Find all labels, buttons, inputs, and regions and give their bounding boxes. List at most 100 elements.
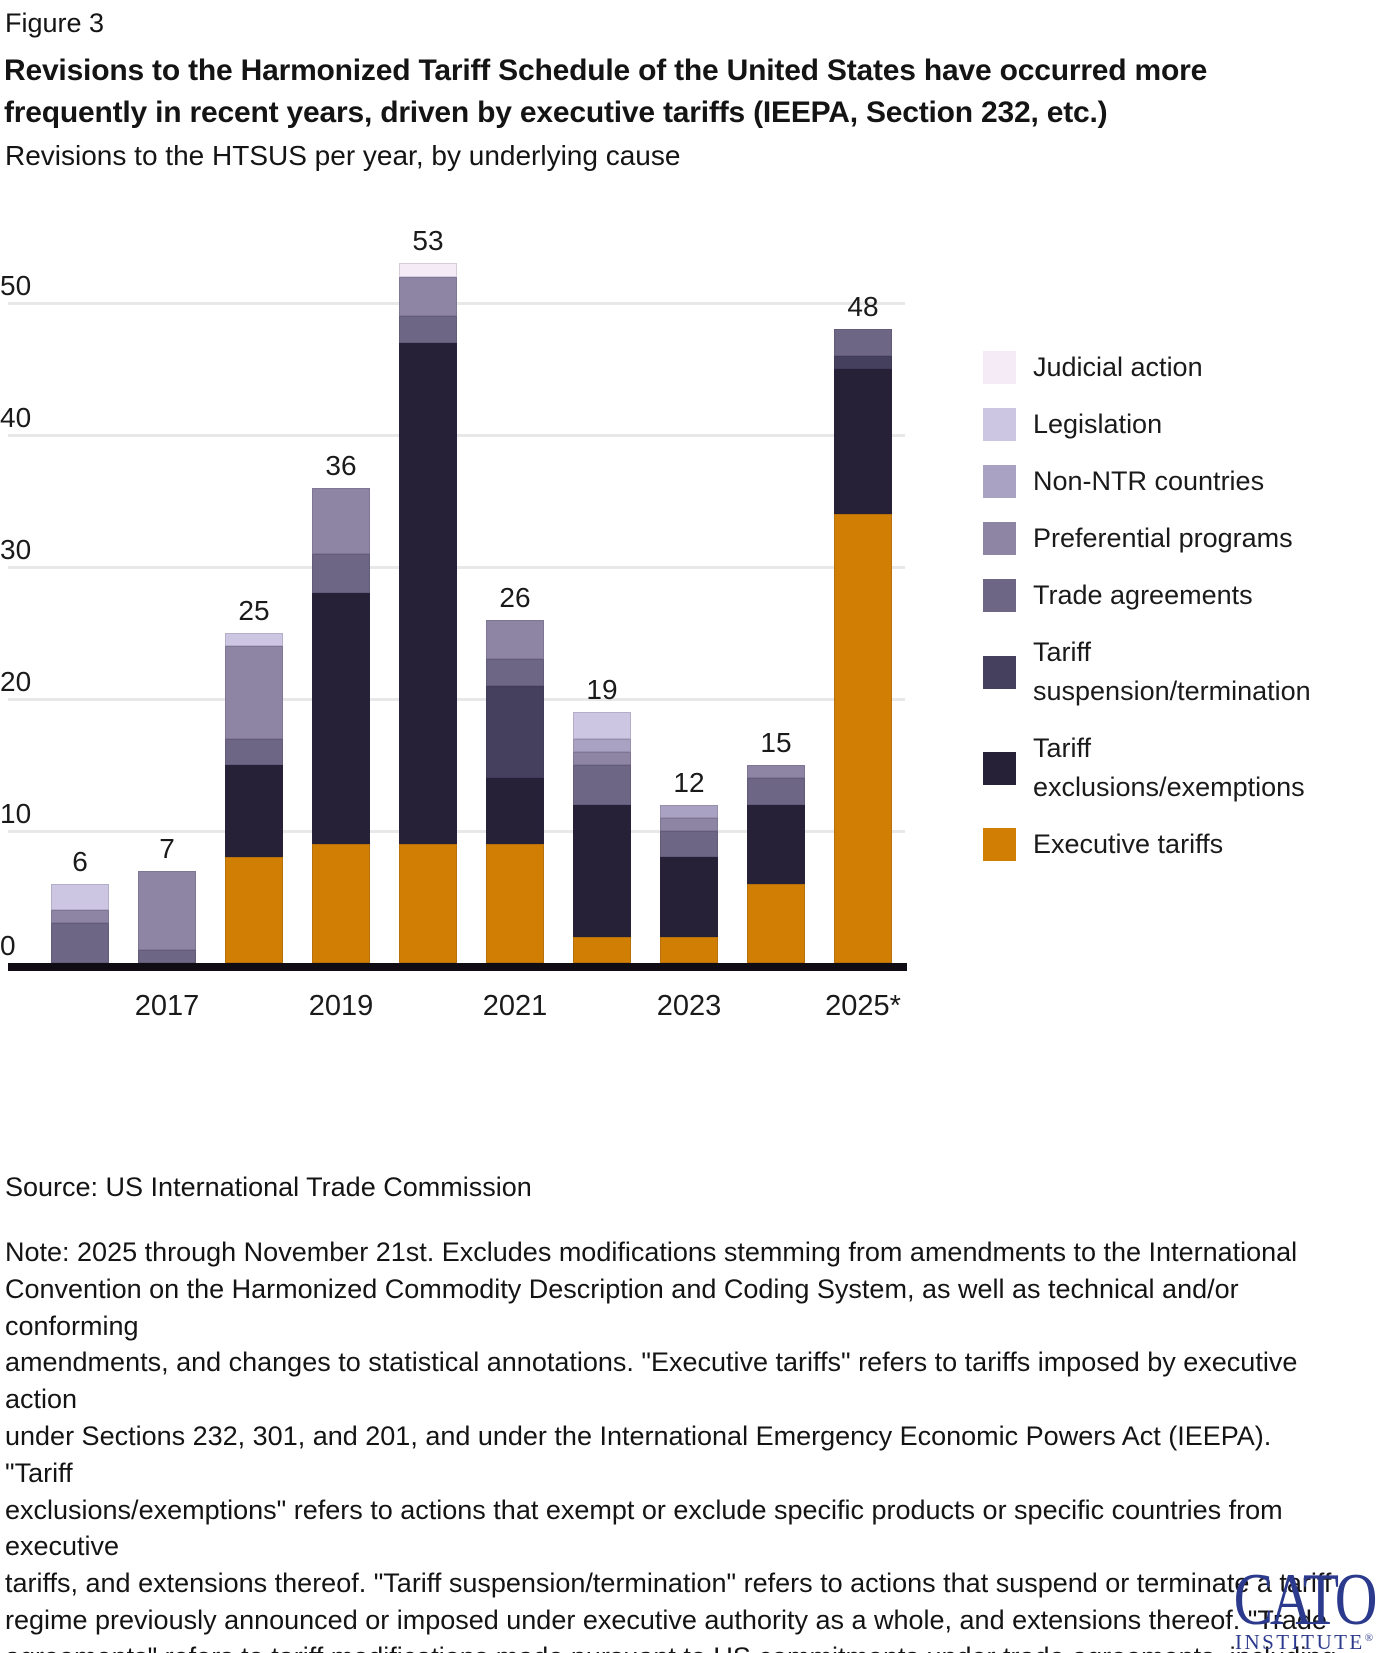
bar-segment-preferential-programs xyxy=(573,751,631,765)
legend-item-preferential-programs: Preferential programs xyxy=(983,519,1353,558)
x-axis-tick-2019: 2019 xyxy=(308,990,374,1022)
bar-total-2023: 12 xyxy=(673,766,705,798)
bar-segment-trade-agreements xyxy=(51,923,109,963)
y-axis-tick-20: 20 xyxy=(0,666,32,697)
cato-logo-institute-text: INSTITUTE xyxy=(1234,1630,1365,1653)
page-subtitle: Revisions to the HTSUS per year, by unde… xyxy=(5,140,681,171)
chart-legend: Judicial action Legislation Non-NTR countr… xyxy=(983,348,1353,882)
bar-segment-tariff-exclusions-exemptions xyxy=(312,593,370,845)
bar-segment-tariff-exclusions-exemptions xyxy=(834,368,892,515)
bar-segment-executive-tariffs xyxy=(747,883,805,963)
legend-item-trade-agreements: Trade agreements xyxy=(983,576,1353,615)
legend-item-tariff-exclusions-exemptions: Tariff exclusions/exemptions xyxy=(983,729,1353,807)
bar-segment-executive-tariffs xyxy=(225,857,283,963)
legend-item-judicial-action: Judicial action xyxy=(983,348,1353,387)
bar-segment-executive-tariffs xyxy=(312,844,370,963)
bar-total-2024: 15 xyxy=(760,727,792,758)
bar-2021 xyxy=(486,619,544,963)
bar-segment-preferential-programs xyxy=(138,870,196,950)
legend-label-tariff-exclusions-exemptions: Tariff exclusions/exemptions xyxy=(1033,733,1305,802)
y-axis-tick-40: 40 xyxy=(0,402,32,433)
bar-segment-tariff-exclusions-exemptions xyxy=(747,804,805,884)
y-axis-tick-30: 30 xyxy=(0,534,32,565)
bar-segment-tariff-exclusions-exemptions xyxy=(399,342,457,845)
bar-total-2017: 7 xyxy=(159,832,175,864)
bar-segment-trade-agreements xyxy=(573,764,631,805)
source-text: Source: US International Trade Commissio… xyxy=(5,1172,532,1202)
bar-total-2020: 53 xyxy=(412,225,444,257)
x-axis-tick-2021: 2021 xyxy=(482,990,548,1022)
bar-2022 xyxy=(573,712,631,963)
x-axis-line xyxy=(8,963,907,971)
legend-item-tariff-suspension-termination: Tariff suspension/termination xyxy=(983,633,1353,711)
bar-segment-trade-agreements xyxy=(225,738,283,765)
bar-total-2025: 48 xyxy=(847,291,879,323)
bar-segment-trade-agreements xyxy=(486,659,544,686)
bar-segment-judicial-action xyxy=(399,263,457,277)
bar-total-2022: 19 xyxy=(586,674,618,706)
bar-segment-legislation xyxy=(573,712,631,739)
x-axis-tick-2025: 2025* xyxy=(825,990,901,1022)
legend-swatch-judicial-action xyxy=(983,351,1016,384)
bar-2025 xyxy=(834,329,892,963)
bar-segment-executive-tariffs xyxy=(486,844,544,963)
bar-total-2019: 36 xyxy=(325,449,357,481)
bar-segment-preferential-programs xyxy=(225,646,283,739)
bar-2024 xyxy=(747,765,805,963)
cato-logo-institute: INSTITUTE® xyxy=(1216,1630,1392,1653)
legend-swatch-tariff-exclusions-exemptions xyxy=(983,751,1016,785)
bar-segment-tariff-suspension-termination xyxy=(834,355,892,369)
figure-label: Figure 3 xyxy=(5,8,105,38)
bar-segment-tariff-suspension-termination xyxy=(486,685,544,779)
bar-segment-preferential-programs xyxy=(51,910,109,924)
bar-segment-trade-agreements xyxy=(660,830,718,858)
legend-label-tariff-suspension-termination: Tariff suspension/termination xyxy=(1033,637,1311,706)
bar-total-2021: 26 xyxy=(499,581,531,613)
legend-swatch-tariff-suspension-termination xyxy=(983,655,1016,689)
x-axis-tick-2017: 2017 xyxy=(134,990,200,1022)
bar-segment-trade-agreements xyxy=(312,553,370,594)
bar-total-2018: 25 xyxy=(238,595,270,626)
legend-label-non-ntr-countries: Non-NTR countries xyxy=(1033,466,1265,496)
cato-institute-logo: CATO INSTITUTE® xyxy=(1216,1563,1392,1653)
legend-label-executive-tariffs: Executive tariffs xyxy=(1033,829,1224,859)
bar-segment-tariff-exclusions-exemptions xyxy=(225,764,283,858)
bar-segment-legislation xyxy=(51,883,109,911)
registered-trademark-icon: ® xyxy=(1364,1632,1374,1644)
bar-segment-executive-tariffs xyxy=(573,936,631,963)
bar-segment-executive-tariffs xyxy=(660,936,718,963)
bar-2020 xyxy=(399,263,457,963)
bar-total-2016: 6 xyxy=(72,845,88,877)
legend-label-trade-agreements: Trade agreements xyxy=(1033,580,1253,610)
y-axis-tick-10: 10 xyxy=(0,798,32,829)
legend-item-executive-tariffs: Executive tariffs xyxy=(983,825,1353,864)
bar-segment-non-ntr-countries xyxy=(660,804,718,818)
legend-item-non-ntr-countries: Non-NTR countries xyxy=(983,462,1353,501)
bar-2018 xyxy=(225,633,283,963)
bar-2017 xyxy=(138,870,196,963)
stacked-bar-chart: 0 10 20 30 40 50 6 7 25 36 53 26 19 12 15 48 2017 2019 202… xyxy=(0,225,907,1022)
legend-label-preferential-programs: Preferential programs xyxy=(1033,523,1293,553)
y-axis-tick-0: 0 xyxy=(0,930,16,961)
bar-segment-preferential-programs xyxy=(486,619,544,660)
legend-swatch-trade-agreements xyxy=(983,579,1016,612)
legend-swatch-preferential-programs xyxy=(983,522,1016,555)
bar-segment-trade-agreements xyxy=(834,329,892,356)
bar-segment-non-ntr-countries xyxy=(573,738,631,752)
bar-segment-executive-tariffs xyxy=(834,514,892,963)
legend-label-judicial-action: Judicial action xyxy=(1033,352,1203,382)
page-title: Revisions to the Harmonized Tariff Sched… xyxy=(4,54,1208,129)
bar-segment-tariff-exclusions-exemptions xyxy=(660,857,718,937)
bar-segment-executive-tariffs xyxy=(399,844,457,963)
bar-segment-trade-agreements xyxy=(138,949,196,963)
legend-swatch-legislation xyxy=(983,408,1016,441)
bar-segment-preferential-programs xyxy=(660,817,718,831)
legend-item-legislation: Legislation xyxy=(983,405,1353,444)
bar-2016 xyxy=(51,883,109,963)
y-axis-tick-50: 50 xyxy=(0,270,32,301)
x-axis-tick-2023: 2023 xyxy=(656,990,722,1022)
bar-2023 xyxy=(660,804,718,963)
bar-segment-trade-agreements xyxy=(747,778,805,805)
note-text: Note: 2025 through November 21st. Exclud… xyxy=(5,1237,1336,1653)
